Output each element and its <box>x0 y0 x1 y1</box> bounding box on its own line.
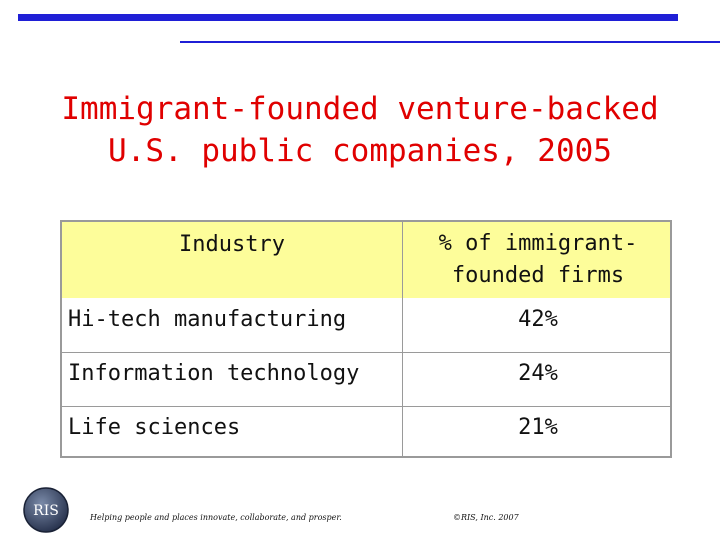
footer-copyright: ©RIS, Inc. 2007 <box>453 513 519 522</box>
header-industry: Industry <box>179 232 285 257</box>
row-percent-hi-tech: 42% <box>518 307 558 332</box>
column-divider <box>402 222 403 456</box>
top-blue-line <box>180 41 720 43</box>
slide-title-line-2: U.S. public companies, 2005 <box>108 133 612 169</box>
top-blue-bar <box>18 14 678 21</box>
row-percent-life-sciences: 21% <box>518 415 558 440</box>
footer-tagline: Helping people and places innovate, coll… <box>90 513 342 522</box>
industry-table: Industry % of immigrant- founded firms H… <box>60 220 672 458</box>
table-header-band <box>62 222 670 298</box>
header-percent: % of immigrant- founded firms <box>403 228 673 292</box>
slide-title-line-1: Immigrant-founded venture-backed <box>61 91 659 127</box>
header-percent-line-2: founded firms <box>451 263 625 288</box>
slide-title: Immigrant-founded venture-backed U.S. pu… <box>0 88 720 172</box>
row-divider <box>62 406 670 407</box>
ris-logo: RIS <box>23 487 69 533</box>
row-industry-hi-tech: Hi-tech manufacturing <box>68 307 347 332</box>
ris-logo-text: RIS <box>33 503 59 519</box>
row-industry-life-sciences: Life sciences <box>68 415 241 440</box>
header-percent-line-1: % of immigrant- <box>438 231 638 256</box>
row-industry-it: Information technology <box>68 361 360 386</box>
row-divider <box>62 352 670 353</box>
row-percent-it: 24% <box>518 361 558 386</box>
